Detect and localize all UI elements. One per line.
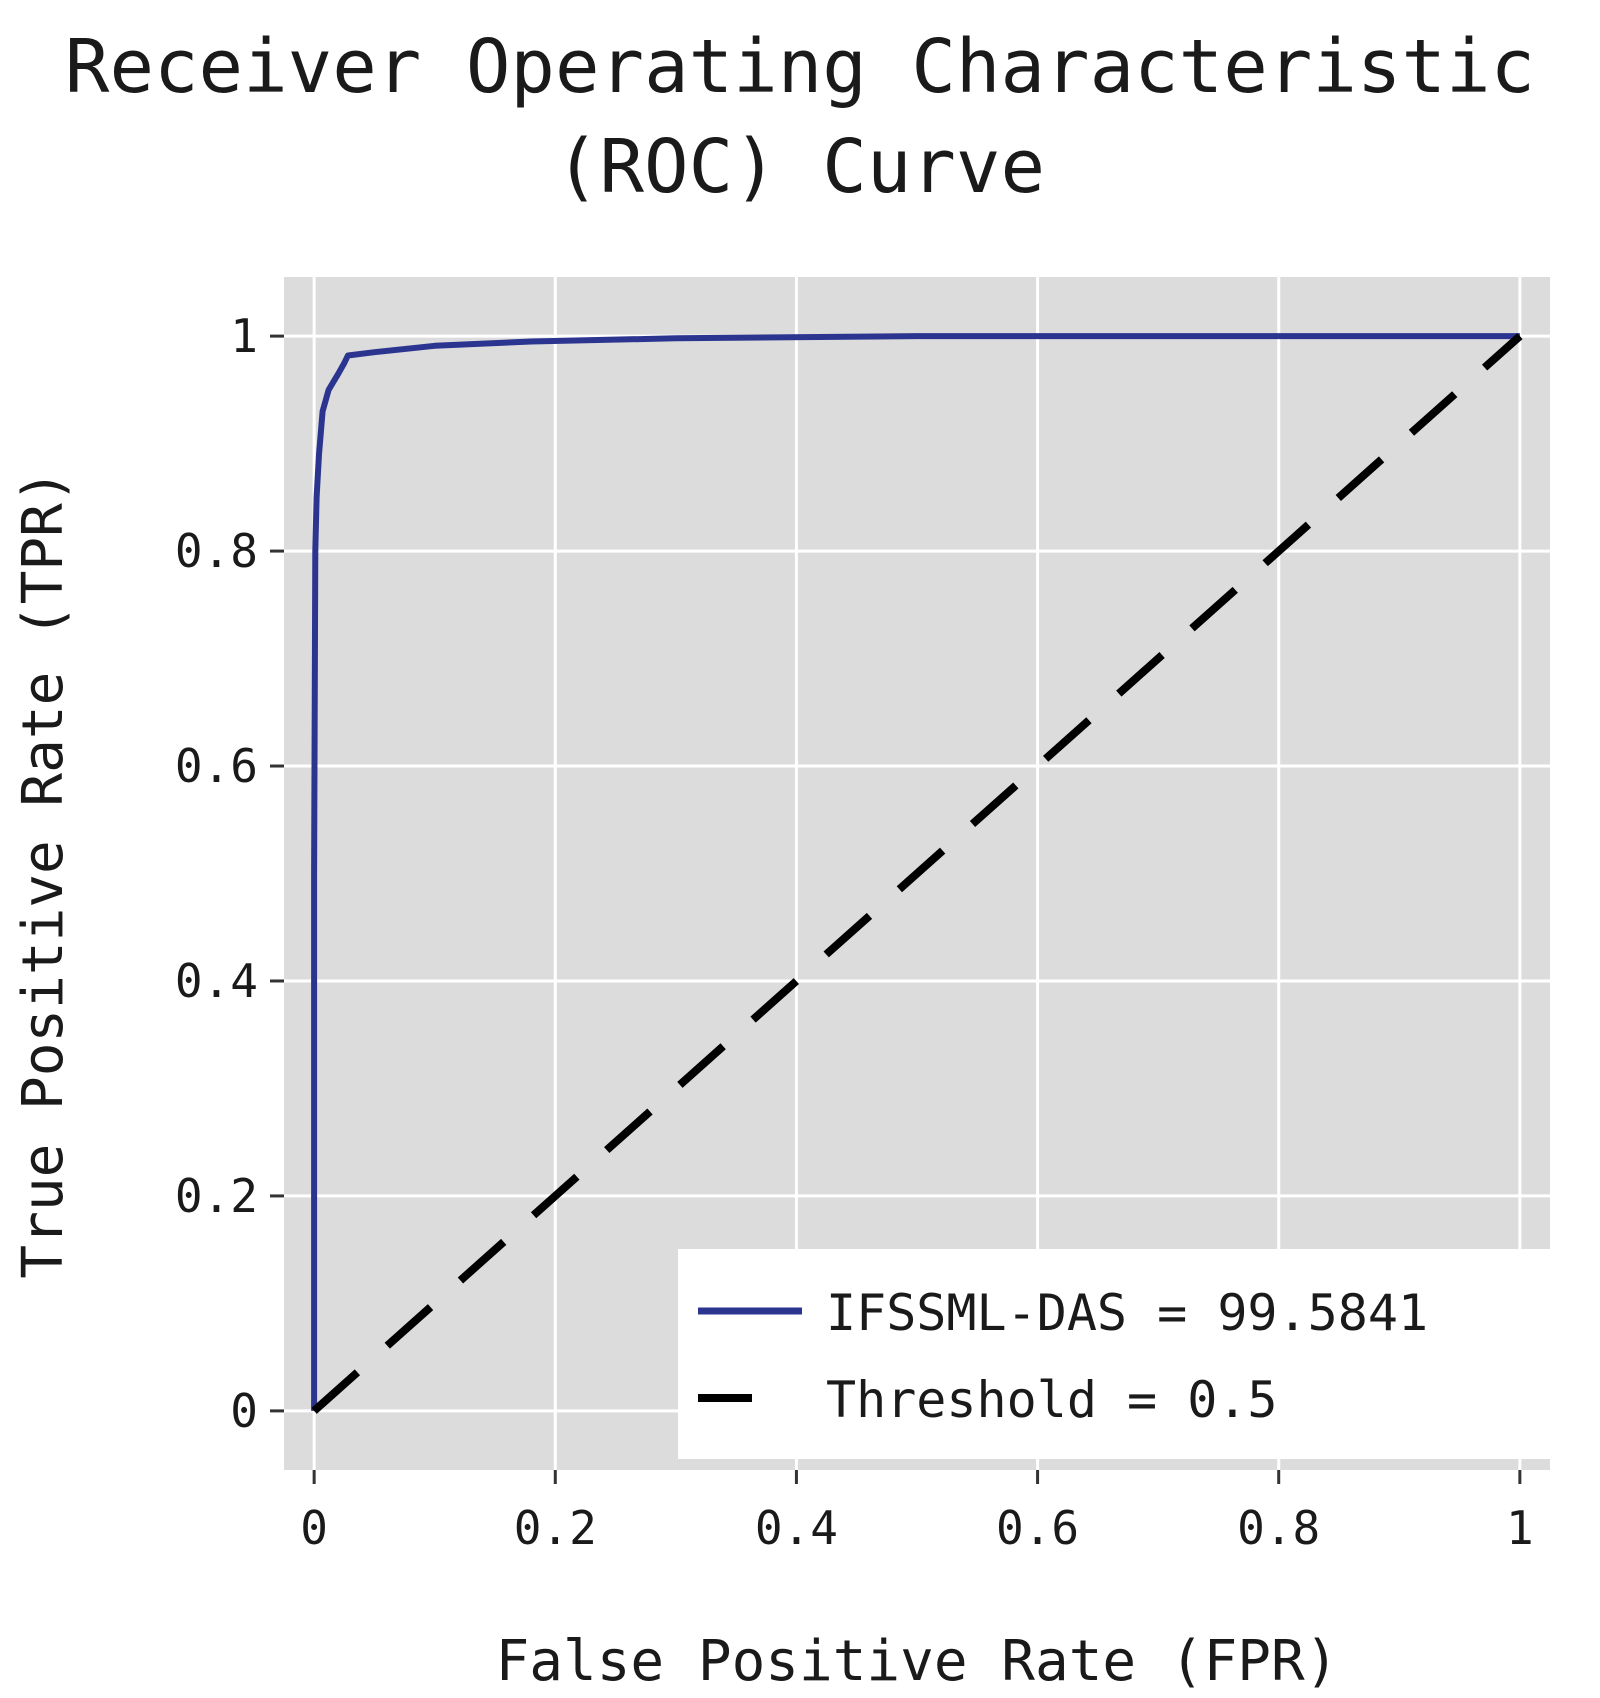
x-tick-label: 0.2 [514,1501,597,1555]
series-layer [311,333,1523,1414]
x-axis-label: False Positive Rate (FPR) [496,1629,1339,1694]
roc-curve-line [311,333,1520,1411]
x-tick-label: 1 [1506,1501,1534,1555]
x-tick-label: 0.8 [1237,1501,1320,1555]
y-tick-label: 0.6 [175,739,258,793]
y-axis-label: True Positive Rate (TPR) [11,469,76,1278]
y-tick-label: 1 [230,309,258,363]
y-tick-label: 0.2 [175,1169,258,1223]
legend-box [678,1249,1550,1459]
chart-title-line2: (ROC) Curve [555,124,1045,210]
y-tick-label: 0 [230,1384,258,1438]
chart-title-line1: Receiver Operating Characteristic [65,24,1535,110]
threshold-line [311,333,1523,1414]
grid-lines [284,277,1550,1470]
legend: IFSSML-DAS = 99.5841 Threshold = 0.5 [678,1249,1550,1459]
y-tick-label: 0.4 [175,954,258,1008]
x-tick-label: 0 [300,1501,328,1555]
x-tick-label: 0.6 [996,1501,1079,1555]
legend-label-threshold: Threshold = 0.5 [826,1371,1278,1429]
x-tick-label: 0.4 [755,1501,838,1555]
axis-ticks: 0 0.2 0.4 0.6 0.8 1 0 0.2 0.4 0.6 0.8 1 [175,309,1534,1555]
y-tick-label: 0.8 [175,524,258,578]
legend-label-ifssml-das: IFSSML-DAS = 99.5841 [826,1284,1428,1342]
